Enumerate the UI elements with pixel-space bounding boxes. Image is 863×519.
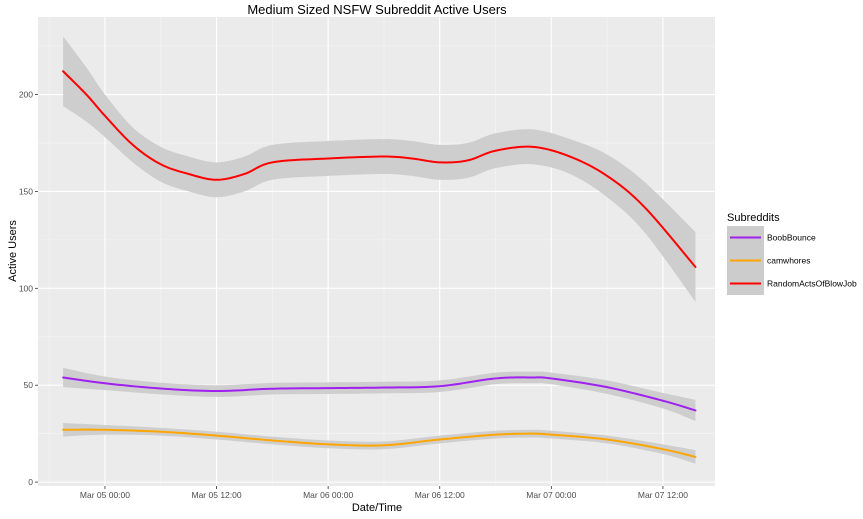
- x-tick-label: Mar 05 12:00: [192, 490, 242, 500]
- x-axis-title: Date/Time: [352, 502, 402, 514]
- x-tick-label: Mar 07 00:00: [526, 490, 576, 500]
- x-tick-label: Mar 06 12:00: [415, 490, 465, 500]
- plot-panel: [38, 17, 715, 486]
- axes: 0 50 100 150 200 Mar 05 00:00 Mar 05 12:00 Mar …: [19, 90, 688, 500]
- y-tick-label: 0: [28, 477, 33, 487]
- y-tick-label: 150: [19, 186, 33, 196]
- y-tick-label: 200: [19, 90, 33, 100]
- legend-items: BoobBounce camwhores RandomActsOfBlowJob: [727, 226, 857, 295]
- confidence-band-BoobBounce: [63, 367, 696, 422]
- series-line-BoobBounce: [62, 376, 697, 412]
- chart-title: Medium Sized NSFW Subreddit Active Users: [247, 2, 507, 17]
- y-tick-label: 50: [24, 380, 34, 390]
- series-line-RandomActsOfBlowJob: [62, 70, 697, 268]
- legend: Subreddits BoobBounce camwhores RandomActs…: [727, 212, 857, 295]
- series-lines: [62, 70, 697, 458]
- x-tick-label: Mar 07 12:00: [638, 490, 688, 500]
- y-tick-label: 100: [19, 283, 33, 293]
- y-axis-title: Active Users: [7, 220, 19, 282]
- x-tick-label: Mar 05 00:00: [80, 490, 130, 500]
- legend-label-BoobBounce: BoobBounce: [767, 233, 816, 243]
- legend-label-RandomActsOfBlowJob: RandomActsOfBlowJob: [767, 279, 857, 289]
- legend-title: Subreddits: [727, 212, 780, 224]
- legend-label-camwhores: camwhores: [767, 256, 810, 266]
- series-line-camwhores: [62, 428, 697, 458]
- x-tick-label: Mar 06 00:00: [303, 490, 353, 500]
- confidence-band-RandomActsOfBlowJob: [63, 36, 696, 302]
